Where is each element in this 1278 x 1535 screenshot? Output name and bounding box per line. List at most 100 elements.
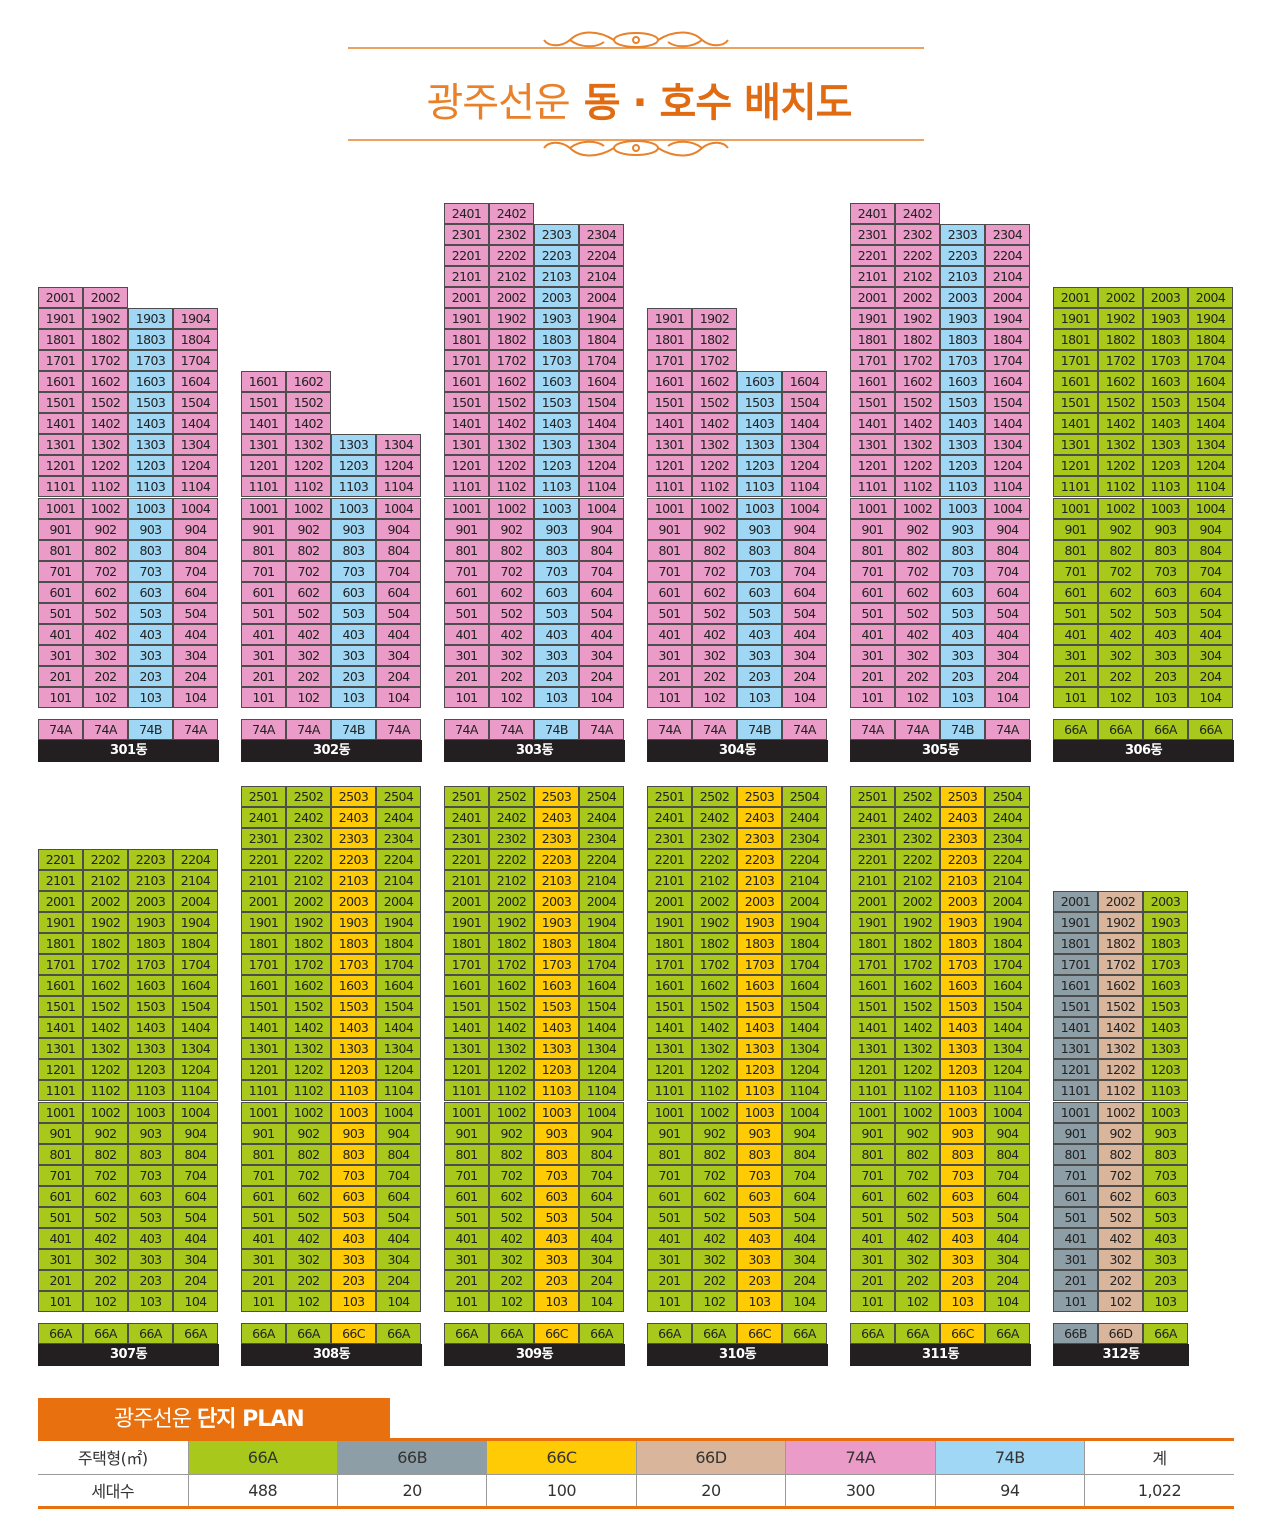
unit-cell[interactable]: 2303 <box>940 827 985 849</box>
unit-cell[interactable]: 2301 <box>850 223 895 245</box>
unit-cell[interactable]: 602 <box>489 581 534 603</box>
unit-cell[interactable]: 1402 <box>489 413 534 435</box>
unit-cell[interactable]: 501 <box>850 602 895 624</box>
unit-cell[interactable]: 1802 <box>1098 329 1143 351</box>
unit-cell[interactable]: 1002 <box>83 1101 128 1123</box>
unit-cell[interactable]: 802 <box>692 1143 737 1165</box>
unit-cell[interactable]: 1004 <box>579 1101 624 1123</box>
unit-cell[interactable]: 1702 <box>1098 954 1143 976</box>
unit-cell[interactable]: 1501 <box>444 392 489 414</box>
unit-cell[interactable]: 2003 <box>128 891 173 912</box>
unit-cell[interactable]: 1501 <box>647 996 692 1018</box>
unit-cell[interactable]: 901 <box>1053 518 1098 540</box>
unit-cell[interactable]: 1204 <box>1188 455 1233 477</box>
unit-cell[interactable]: 601 <box>1053 1185 1098 1207</box>
unit-cell[interactable]: 1704 <box>1188 350 1233 372</box>
unit-cell[interactable]: 1802 <box>83 933 128 955</box>
unit-cell[interactable]: 2004 <box>985 891 1030 912</box>
unit-cell[interactable]: 1704 <box>579 954 624 976</box>
unit-cell[interactable]: 1701 <box>444 350 489 372</box>
unit-cell[interactable]: 1401 <box>647 413 692 435</box>
unit-cell[interactable]: 2404 <box>579 806 624 828</box>
unit-cell[interactable]: 502 <box>83 602 128 624</box>
unit-cell[interactable]: 2103 <box>331 869 376 891</box>
unit-cell[interactable]: 103 <box>940 1290 985 1312</box>
unit-cell[interactable]: 203 <box>940 1269 985 1291</box>
unit-cell[interactable]: 201 <box>241 665 286 687</box>
unit-cell[interactable]: 1003 <box>534 497 579 519</box>
unit-cell[interactable]: 1402 <box>286 413 331 435</box>
unit-cell[interactable]: 1204 <box>579 1059 624 1081</box>
unit-cell[interactable]: 1204 <box>173 455 218 477</box>
unit-cell[interactable]: 1404 <box>376 1017 421 1039</box>
unit-cell[interactable]: 1503 <box>940 392 985 414</box>
unit-cell[interactable]: 601 <box>241 1185 286 1207</box>
unit-cell[interactable]: 1301 <box>1053 1038 1098 1060</box>
unit-cell[interactable]: 101 <box>444 1290 489 1312</box>
unit-cell[interactable]: 704 <box>376 560 421 582</box>
unit-cell[interactable]: 303 <box>1143 1248 1188 1270</box>
unit-cell[interactable]: 2002 <box>692 891 737 912</box>
unit-cell[interactable]: 2303 <box>331 827 376 849</box>
unit-cell[interactable]: 503 <box>737 602 782 624</box>
unit-cell[interactable]: 1501 <box>241 996 286 1018</box>
unit-cell[interactable]: 804 <box>579 539 624 561</box>
unit-cell[interactable]: 2502 <box>489 785 534 807</box>
unit-cell[interactable]: 2303 <box>940 223 985 245</box>
unit-cell[interactable]: 603 <box>331 1185 376 1207</box>
unit-cell[interactable]: 1101 <box>850 476 895 498</box>
unit-cell[interactable]: 501 <box>1053 602 1098 624</box>
unit-cell[interactable]: 1802 <box>692 933 737 955</box>
unit-cell[interactable]: 1201 <box>1053 1059 1098 1081</box>
unit-cell[interactable]: 1702 <box>895 350 940 372</box>
unit-cell[interactable]: 104 <box>579 1290 624 1312</box>
unit-cell[interactable]: 302 <box>1098 644 1143 666</box>
unit-cell[interactable]: 1601 <box>241 371 286 393</box>
unit-cell[interactable]: 103 <box>737 686 782 708</box>
unit-cell[interactable]: 1504 <box>782 392 827 414</box>
unit-cell[interactable]: 2204 <box>985 848 1030 870</box>
unit-cell[interactable]: 403 <box>128 1227 173 1249</box>
unit-cell[interactable]: 503 <box>331 1206 376 1228</box>
unit-cell[interactable]: 602 <box>692 581 737 603</box>
unit-cell[interactable]: 1401 <box>1053 413 1098 435</box>
unit-cell[interactable]: 702 <box>286 560 331 582</box>
unit-cell[interactable]: 2104 <box>985 265 1030 287</box>
unit-cell[interactable]: 402 <box>895 1227 940 1249</box>
unit-cell[interactable]: 401 <box>38 1227 83 1249</box>
unit-cell[interactable]: 101 <box>647 686 692 708</box>
unit-cell[interactable]: 603 <box>128 1185 173 1207</box>
unit-cell[interactable]: 404 <box>985 623 1030 645</box>
unit-cell[interactable]: 1101 <box>1053 476 1098 498</box>
unit-cell[interactable]: 2203 <box>534 244 579 266</box>
unit-cell[interactable]: 1102 <box>692 476 737 498</box>
unit-cell[interactable]: 2201 <box>241 848 286 870</box>
unit-cell[interactable]: 502 <box>286 602 331 624</box>
unit-cell[interactable]: 1001 <box>444 497 489 519</box>
unit-cell[interactable]: 404 <box>782 1227 827 1249</box>
unit-cell[interactable]: 1603 <box>1143 975 1188 997</box>
unit-cell[interactable]: 1101 <box>38 1080 83 1102</box>
unit-cell[interactable]: 2104 <box>376 869 421 891</box>
unit-cell[interactable]: 404 <box>1188 623 1233 645</box>
unit-cell[interactable]: 2301 <box>241 827 286 849</box>
unit-cell[interactable]: 403 <box>331 623 376 645</box>
unit-cell[interactable]: 303 <box>534 644 579 666</box>
unit-cell[interactable]: 1903 <box>1143 912 1188 934</box>
unit-cell[interactable]: 104 <box>985 686 1030 708</box>
unit-cell[interactable]: 1704 <box>173 954 218 976</box>
unit-cell[interactable]: 2002 <box>286 891 331 912</box>
unit-cell[interactable]: 101 <box>38 1290 83 1312</box>
unit-cell[interactable]: 2004 <box>579 891 624 912</box>
unit-cell[interactable]: 1304 <box>579 1038 624 1060</box>
unit-cell[interactable]: 204 <box>579 1269 624 1291</box>
unit-cell[interactable]: 1404 <box>985 1017 1030 1039</box>
unit-cell[interactable]: 1602 <box>83 371 128 393</box>
unit-cell[interactable]: 1801 <box>647 933 692 955</box>
unit-cell[interactable]: 1301 <box>38 434 83 456</box>
unit-cell[interactable]: 403 <box>1143 623 1188 645</box>
unit-cell[interactable]: 1704 <box>376 954 421 976</box>
unit-cell[interactable]: 704 <box>782 1164 827 1186</box>
unit-cell[interactable]: 1903 <box>331 912 376 934</box>
unit-cell[interactable]: 102 <box>286 686 331 708</box>
